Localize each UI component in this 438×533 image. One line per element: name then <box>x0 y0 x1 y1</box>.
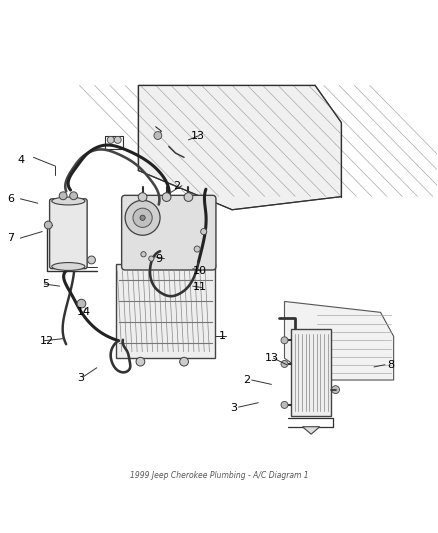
Circle shape <box>149 256 154 261</box>
Circle shape <box>133 208 152 228</box>
Polygon shape <box>302 427 320 434</box>
Circle shape <box>88 256 95 264</box>
Text: 1999 Jeep Cherokee Plumbing - A/C Diagram 1: 1999 Jeep Cherokee Plumbing - A/C Diagra… <box>130 471 308 480</box>
Circle shape <box>281 360 288 367</box>
Polygon shape <box>285 302 394 380</box>
Text: 4: 4 <box>18 155 25 165</box>
Text: 12: 12 <box>40 336 54 346</box>
Circle shape <box>44 221 52 229</box>
Text: 11: 11 <box>193 282 207 293</box>
Circle shape <box>184 193 193 201</box>
Text: 2: 2 <box>173 181 180 191</box>
Text: 1: 1 <box>219 332 226 341</box>
Polygon shape <box>138 85 341 210</box>
Bar <box>117 264 215 358</box>
Circle shape <box>70 192 78 200</box>
Text: 7: 7 <box>7 233 14 243</box>
Text: 13: 13 <box>191 131 205 141</box>
Text: 5: 5 <box>42 279 49 289</box>
Circle shape <box>332 386 339 393</box>
FancyBboxPatch shape <box>49 199 87 269</box>
Text: 9: 9 <box>155 254 163 264</box>
Text: 8: 8 <box>387 360 394 370</box>
Text: 6: 6 <box>7 194 14 204</box>
Text: 3: 3 <box>77 373 84 383</box>
Circle shape <box>281 401 288 408</box>
Circle shape <box>201 229 207 235</box>
Circle shape <box>281 337 288 344</box>
Circle shape <box>138 193 147 201</box>
Circle shape <box>107 136 114 143</box>
Bar <box>291 329 331 416</box>
Circle shape <box>162 193 171 201</box>
Circle shape <box>77 299 86 308</box>
Circle shape <box>141 252 146 257</box>
Circle shape <box>154 132 162 140</box>
Text: 3: 3 <box>230 403 237 414</box>
Circle shape <box>140 215 145 220</box>
Text: 10: 10 <box>193 266 207 276</box>
FancyBboxPatch shape <box>122 195 216 270</box>
Text: 13: 13 <box>265 353 279 363</box>
Circle shape <box>114 136 121 143</box>
Text: 14: 14 <box>77 308 91 317</box>
Circle shape <box>194 246 200 252</box>
Circle shape <box>59 192 67 200</box>
Circle shape <box>136 357 145 366</box>
Ellipse shape <box>52 197 85 205</box>
Text: 2: 2 <box>243 375 250 385</box>
Circle shape <box>180 357 188 366</box>
Circle shape <box>125 200 160 235</box>
Ellipse shape <box>52 263 85 270</box>
